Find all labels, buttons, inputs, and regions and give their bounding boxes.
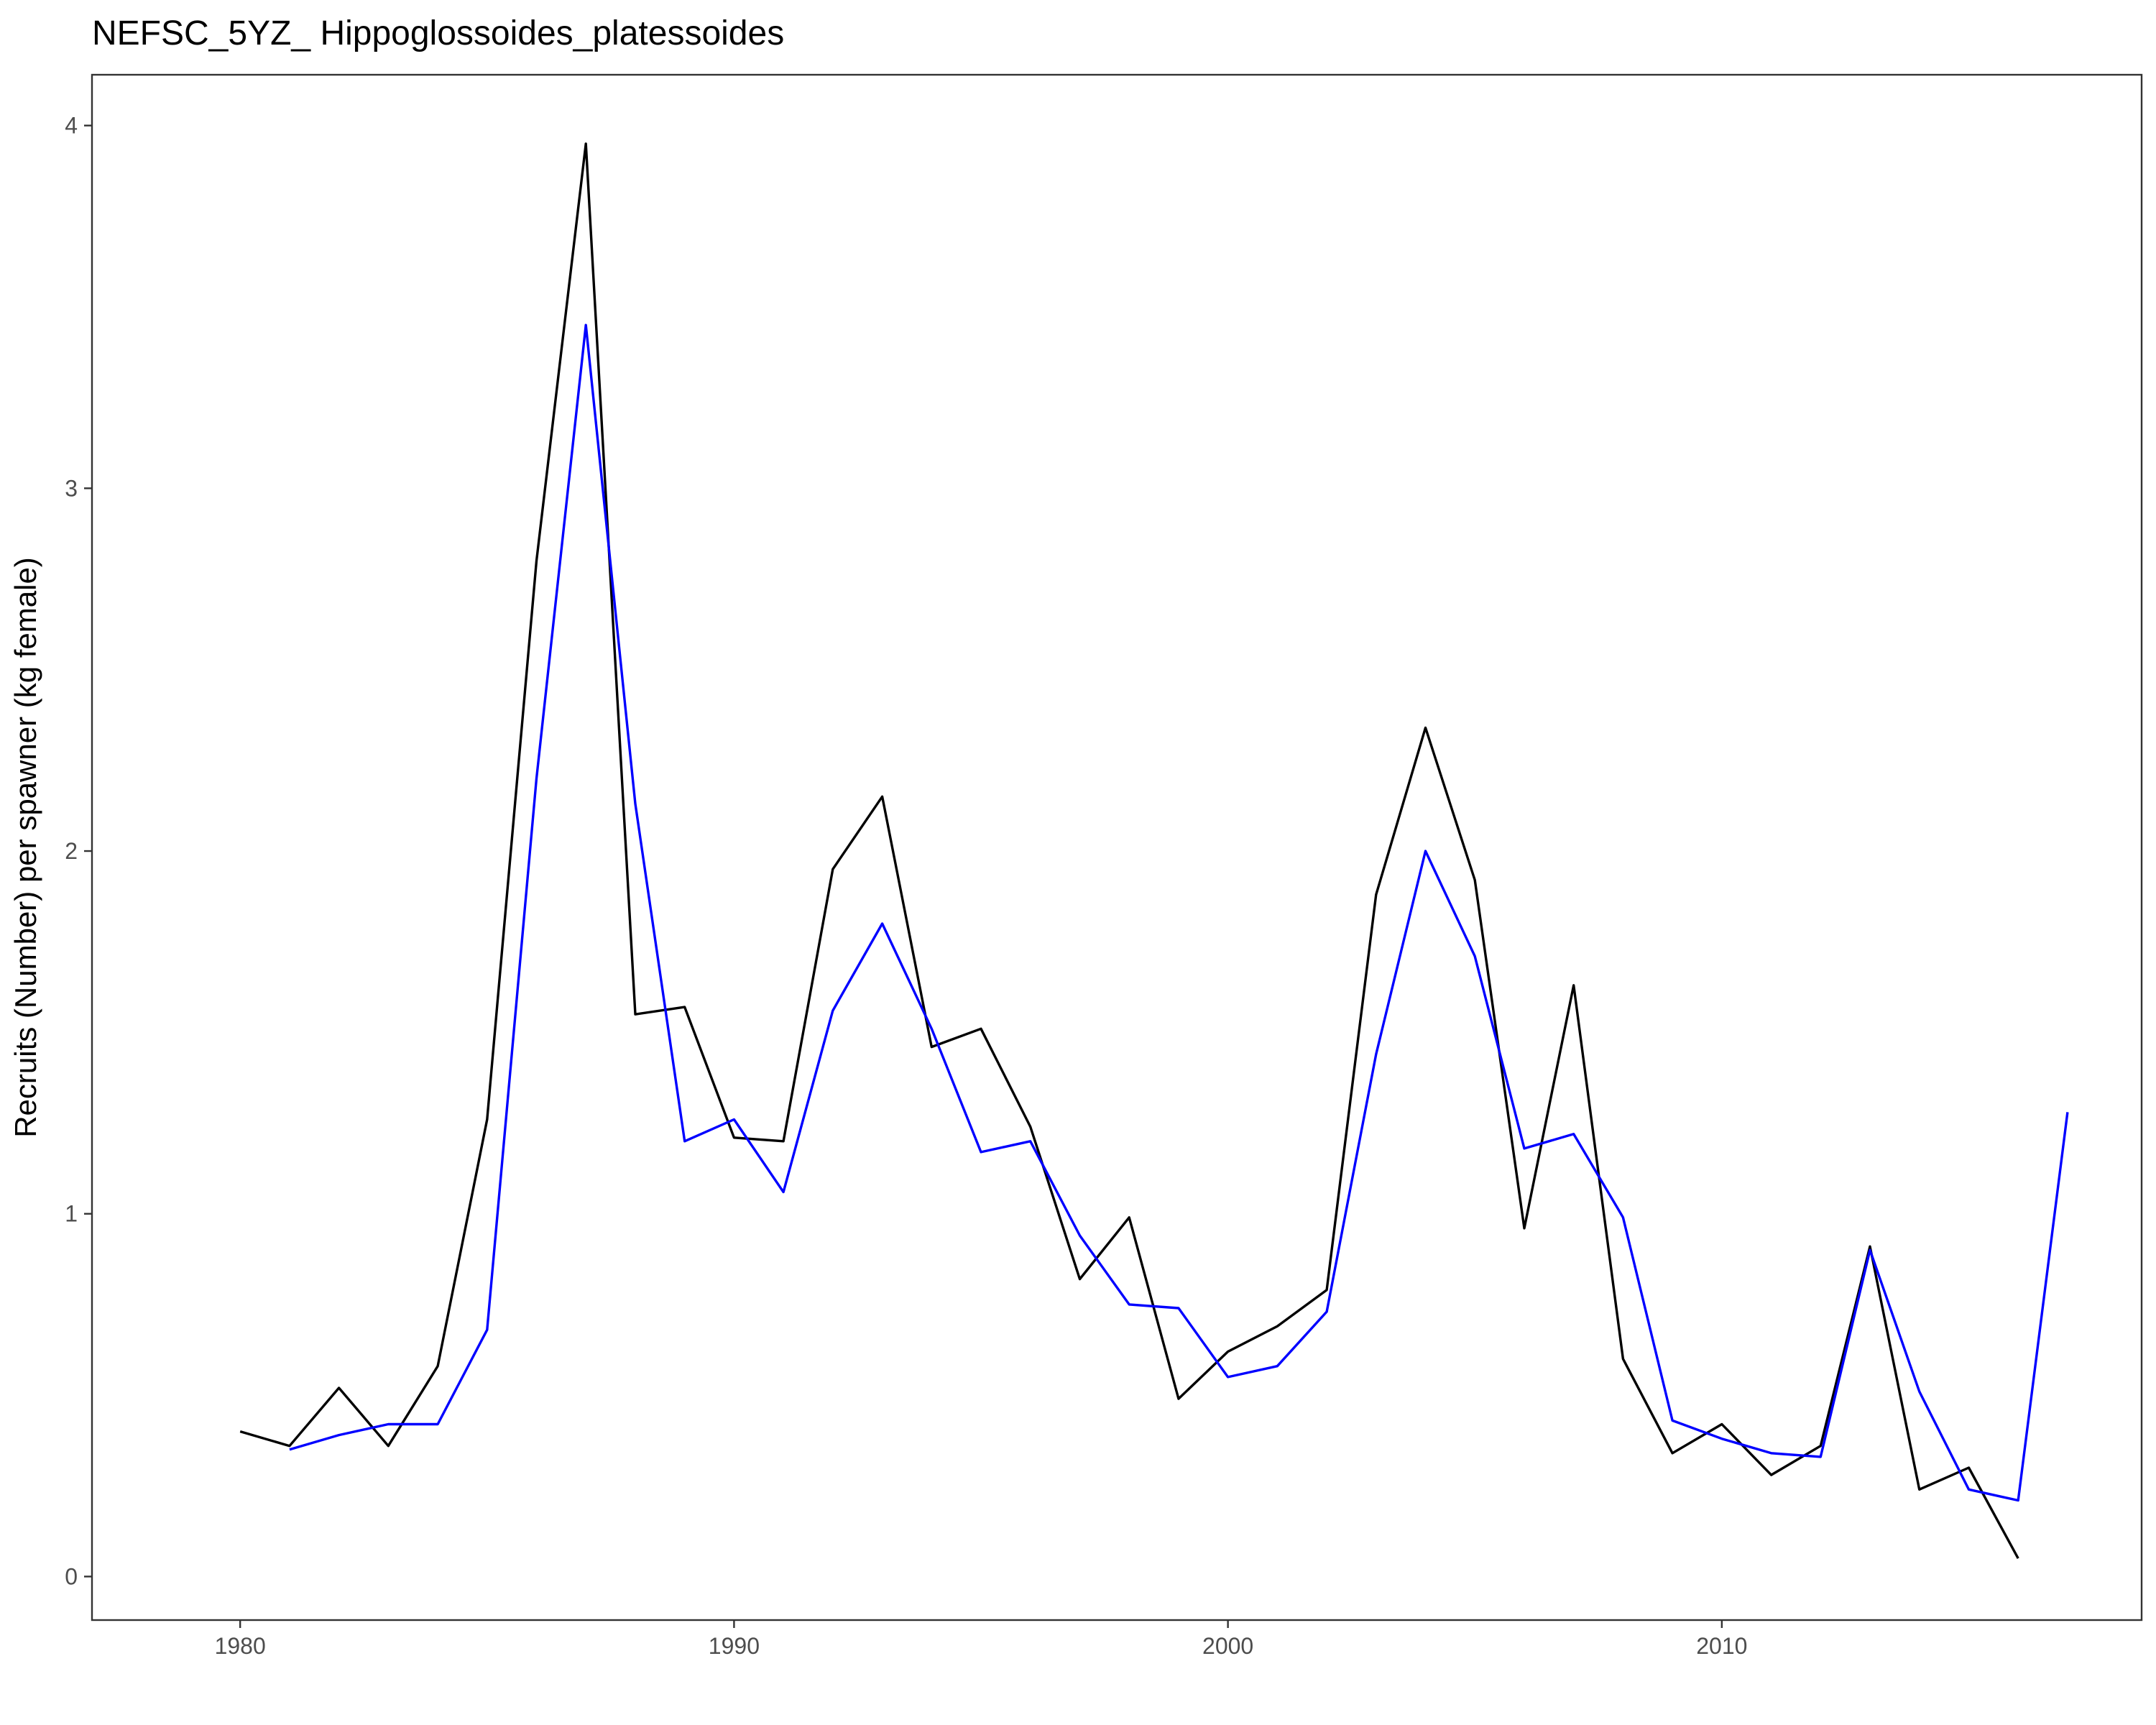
y-axis: 0 1 2 3 4 bbox=[65, 113, 92, 1589]
x-tick-label: 1990 bbox=[709, 1633, 760, 1659]
y-tick-label: 1 bbox=[65, 1201, 78, 1227]
chart-title: NEFSC_5YZ_ Hippoglossoides_platessoides bbox=[92, 14, 784, 52]
series-2-line bbox=[289, 323, 2069, 1502]
x-tick-label: 2000 bbox=[1202, 1633, 1253, 1659]
plot-border bbox=[91, 73, 2143, 1622]
x-axis: 1980 1990 2000 2010 bbox=[215, 1620, 1747, 1659]
y-axis-title: Recruits (Number) per spawner (kg female… bbox=[9, 557, 42, 1138]
plot-panel bbox=[92, 75, 2142, 1620]
x-tick-label: 1980 bbox=[215, 1633, 266, 1659]
y-tick-label: 4 bbox=[65, 113, 78, 139]
x-tick-label: 2010 bbox=[1696, 1633, 1747, 1659]
y-tick-label: 2 bbox=[65, 838, 78, 864]
series-lines bbox=[239, 142, 2069, 1560]
series-1-line bbox=[239, 142, 2019, 1560]
y-tick-label: 3 bbox=[65, 475, 78, 501]
y-tick-label: 0 bbox=[65, 1563, 78, 1589]
